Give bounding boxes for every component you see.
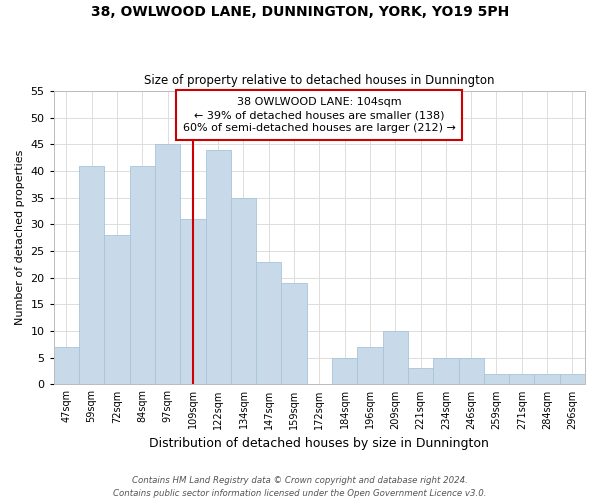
Bar: [458, 358, 484, 384]
Text: 38 OWLWOOD LANE: 104sqm
← 39% of detached houses are smaller (138)
60% of semi-d: 38 OWLWOOD LANE: 104sqm ← 39% of detache…: [183, 97, 456, 133]
Text: 38, OWLWOOD LANE, DUNNINGTON, YORK, YO19 5PH: 38, OWLWOOD LANE, DUNNINGTON, YORK, YO19…: [91, 5, 509, 19]
Bar: [130, 166, 155, 384]
Bar: [79, 166, 104, 384]
Bar: [281, 283, 307, 384]
Bar: [231, 198, 256, 384]
Bar: [358, 347, 383, 385]
Bar: [509, 374, 535, 384]
Bar: [332, 358, 358, 384]
Bar: [206, 150, 231, 384]
Bar: [535, 374, 560, 384]
Bar: [408, 368, 433, 384]
Bar: [54, 347, 79, 385]
Bar: [383, 331, 408, 384]
Title: Size of property relative to detached houses in Dunnington: Size of property relative to detached ho…: [144, 74, 494, 87]
Bar: [256, 262, 281, 384]
Bar: [104, 235, 130, 384]
Text: Contains HM Land Registry data © Crown copyright and database right 2024.
Contai: Contains HM Land Registry data © Crown c…: [113, 476, 487, 498]
Y-axis label: Number of detached properties: Number of detached properties: [15, 150, 25, 326]
Bar: [155, 144, 180, 384]
Bar: [560, 374, 585, 384]
X-axis label: Distribution of detached houses by size in Dunnington: Distribution of detached houses by size …: [149, 437, 489, 450]
Bar: [433, 358, 458, 384]
Bar: [484, 374, 509, 384]
Bar: [180, 219, 206, 384]
